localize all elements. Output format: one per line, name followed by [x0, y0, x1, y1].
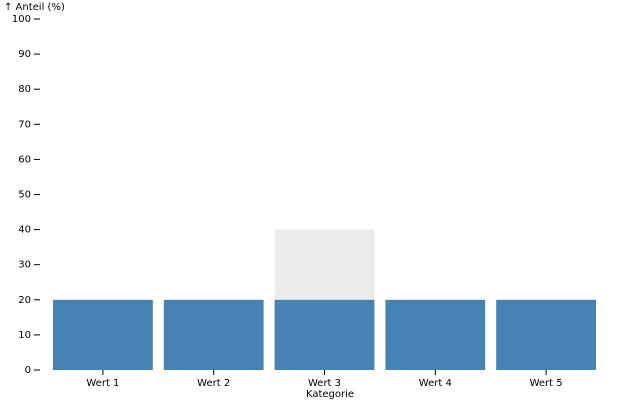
bar	[496, 299, 596, 370]
y-tick-label: 80	[18, 84, 31, 95]
bars	[53, 299, 596, 370]
x-tick-label: Wert 4	[419, 378, 452, 389]
y-tick-label: 40	[18, 225, 31, 236]
y-tick-label: 50	[18, 190, 31, 201]
y-tick-label: 70	[18, 119, 31, 130]
x-tick-label: Wert 3	[308, 378, 341, 389]
y-axis: 0 10 20 30 40 50 60 70 80 90 100	[12, 14, 40, 376]
y-tick-label: 10	[18, 330, 31, 341]
x-tick-label: Wert 1	[86, 378, 119, 389]
y-tick-label: 0	[25, 365, 31, 376]
y-tick-label: 20	[18, 295, 31, 306]
x-axis: Wert 1 Wert 2 Wert 3 Wert 4 Wert 5	[86, 370, 563, 389]
y-tick-label: 100	[12, 14, 31, 25]
y-tick-label: 30	[18, 260, 31, 271]
x-axis-label: Kategorie	[306, 389, 354, 400]
y-axis-label: ↑ Anteil (%)	[4, 2, 65, 13]
y-tick-label: 60	[18, 154, 31, 165]
x-tick-label: Wert 2	[197, 378, 230, 389]
x-tick-label: Wert 5	[530, 378, 563, 389]
bar	[274, 299, 375, 370]
bar	[163, 299, 264, 370]
bar	[53, 299, 153, 370]
bar	[385, 299, 486, 370]
y-tick-label: 90	[18, 49, 31, 60]
